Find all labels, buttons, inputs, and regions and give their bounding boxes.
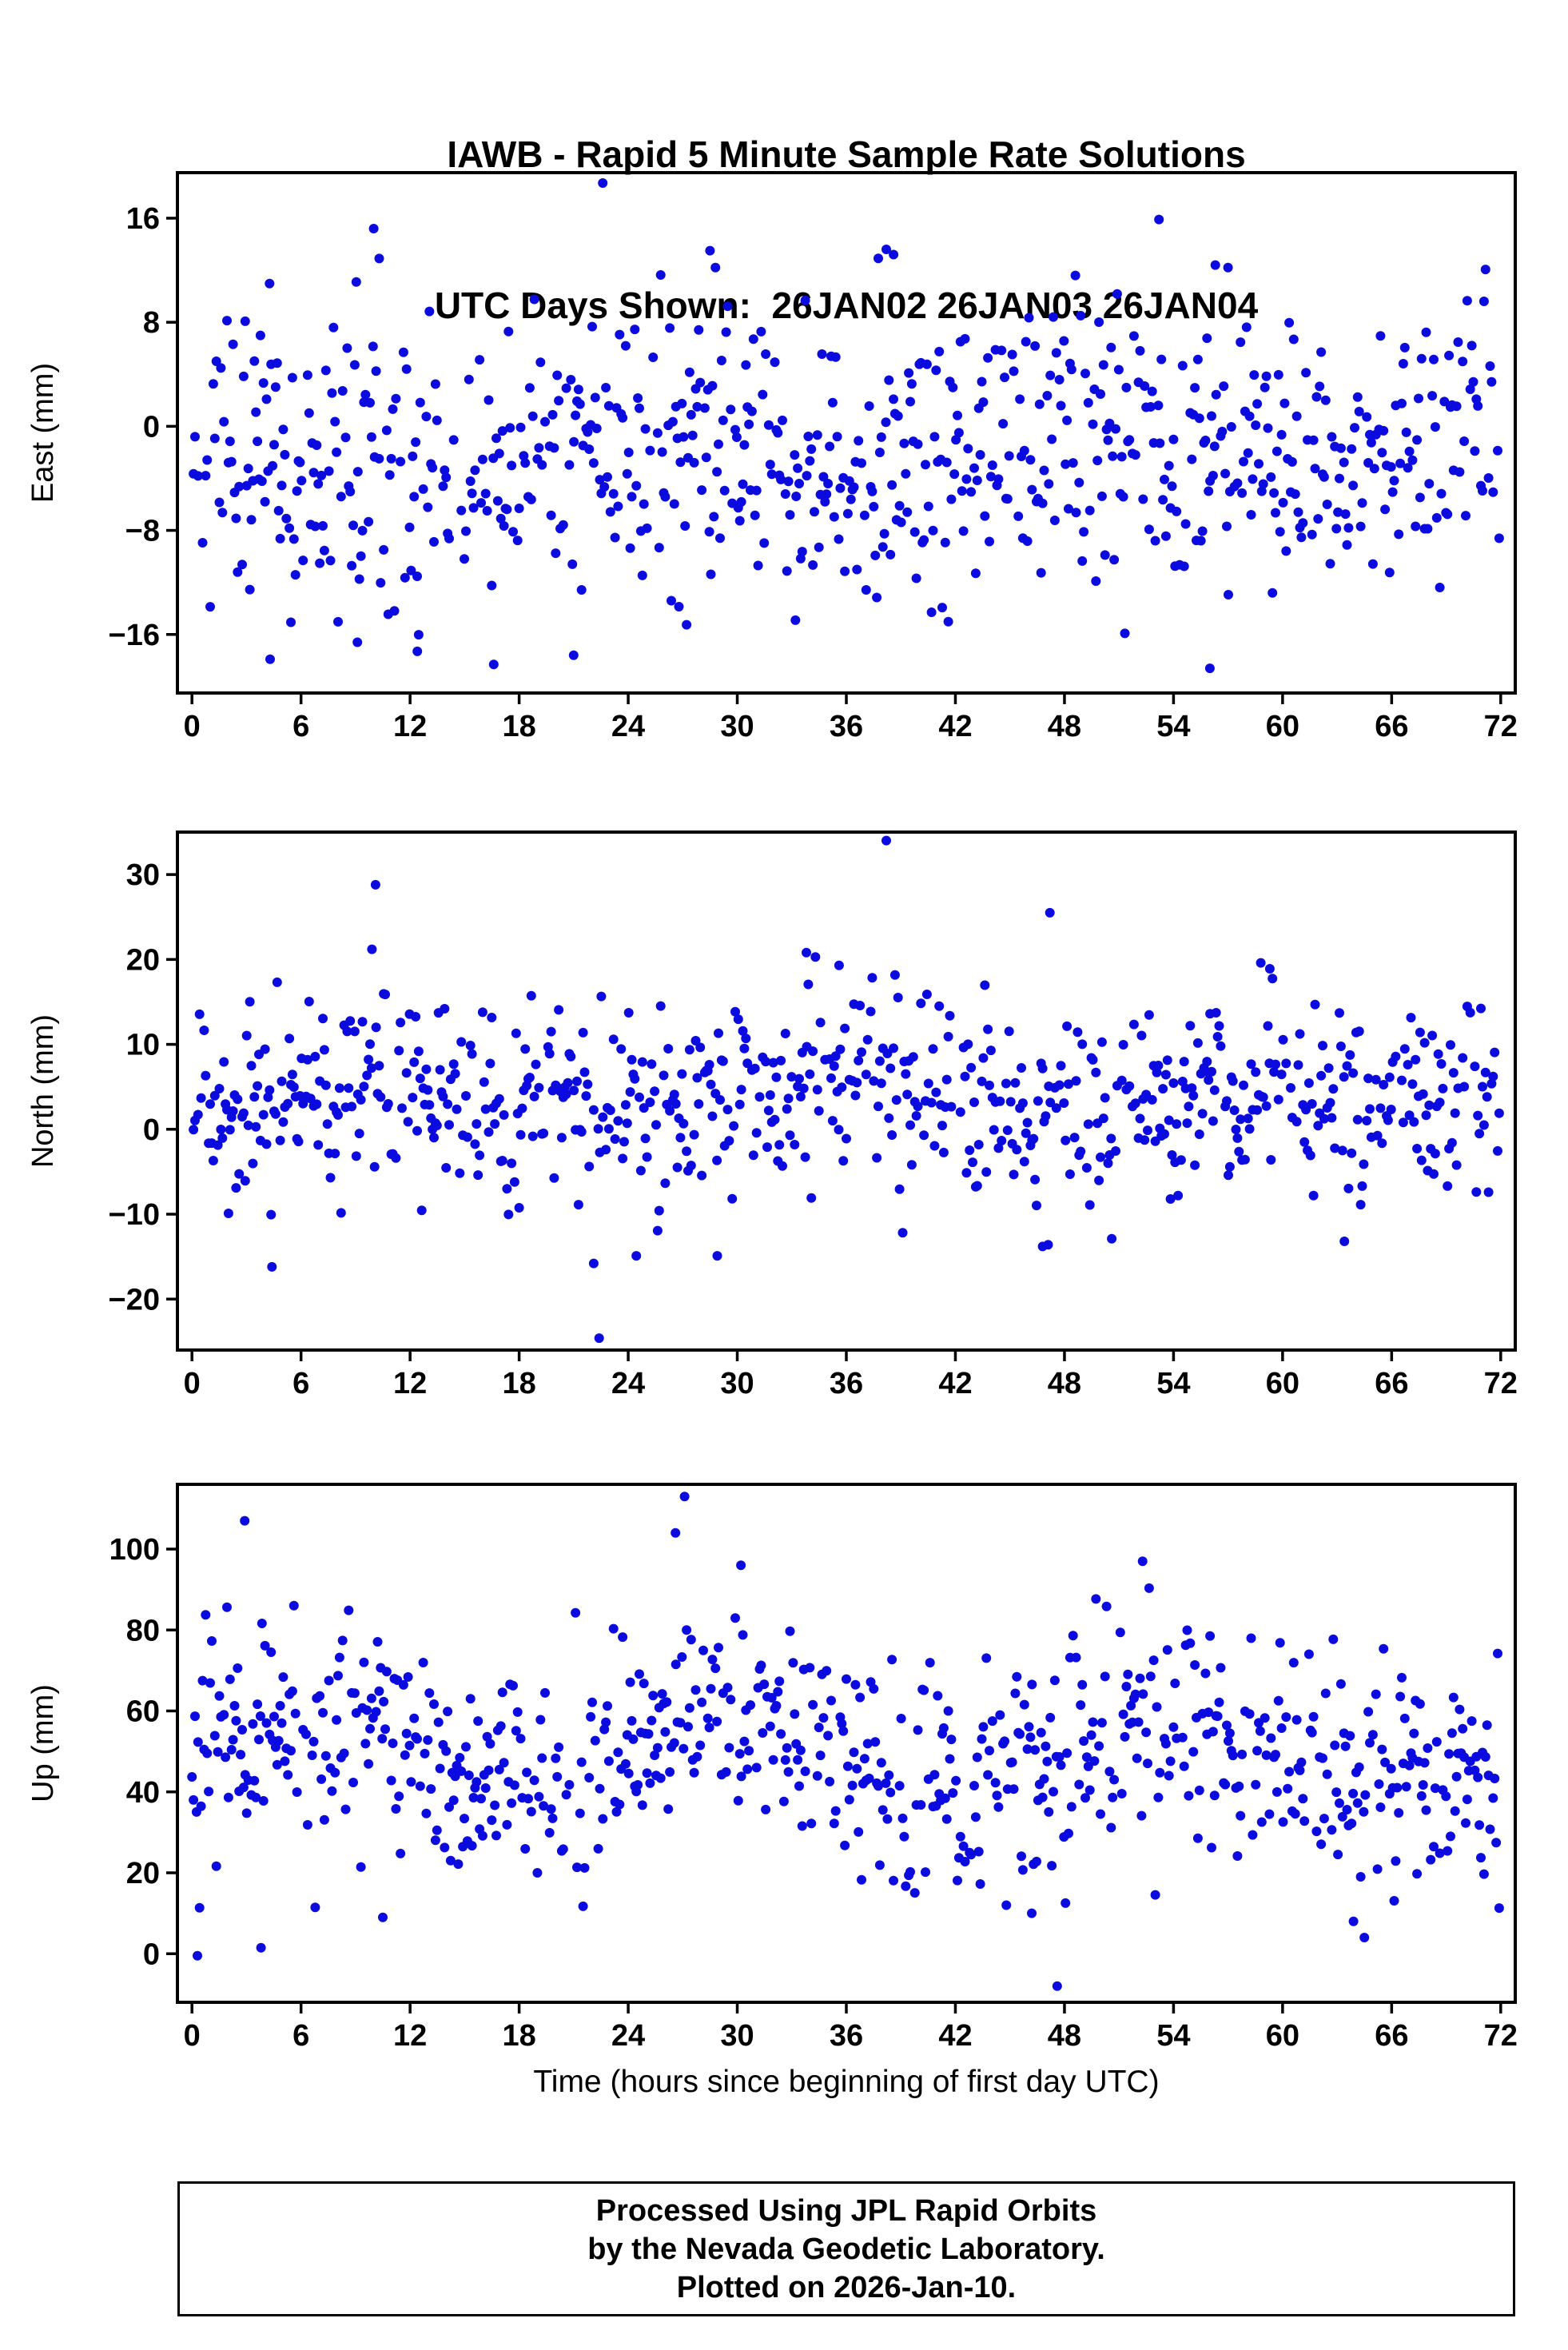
- y-tick-labels-east: −16 −8 0 8 16: [109, 202, 160, 652]
- x-ticks-north: [190, 1350, 1502, 1361]
- svg-text:72: 72: [1484, 1367, 1518, 1400]
- svg-text:20: 20: [126, 1857, 160, 1890]
- scatter-points-east: [189, 178, 1504, 674]
- x-tick-labels-north: 0 6 12 18 24 30 36 42 48 54 60 66 72: [184, 1367, 1518, 1400]
- y-tick-labels-north: −20 −10 0 10 20 30: [109, 858, 160, 1316]
- svg-text:0: 0: [184, 1367, 201, 1400]
- svg-text:6: 6: [293, 2019, 309, 2053]
- x-ticks-up: [190, 2002, 1502, 2013]
- x-tick-labels-up: 0 6 12 18 24 30 36 42 48 54 60 66 72: [184, 2019, 1518, 2053]
- svg-text:72: 72: [1484, 710, 1518, 743]
- svg-text:0: 0: [184, 2019, 201, 2053]
- y-tick-labels-up: 0 20 40 60 80 100: [109, 1533, 160, 1971]
- figure-title: IAWB - Rapid 5 Minute Sample Rate Soluti…: [447, 133, 1246, 175]
- svg-text:48: 48: [1048, 1367, 1081, 1400]
- svg-text:0: 0: [184, 710, 201, 743]
- y-axis-label-north: North (mm): [26, 1014, 60, 1168]
- svg-text:16: 16: [126, 202, 160, 236]
- x-ticks-east: [190, 693, 1502, 704]
- y-axis-label-east: East (mm): [26, 363, 60, 503]
- svg-text:60: 60: [1266, 2019, 1299, 2053]
- panel-north: −20 −10 0 10 20 30 0 6 12 18 24 30 36 42 48 54 60 66 72 Nor…: [26, 830, 1518, 1400]
- svg-text:8: 8: [143, 306, 160, 340]
- svg-text:60: 60: [1266, 1367, 1299, 1400]
- svg-text:18: 18: [502, 710, 535, 743]
- svg-text:40: 40: [126, 1776, 160, 1810]
- svg-text:36: 36: [830, 710, 863, 743]
- panel-up: 0 20 40 60 80 100 0 6 12 18 24 30 36 42 48 54 60 66 72 Up (…: [26, 1483, 1518, 2053]
- svg-text:24: 24: [611, 1367, 645, 1400]
- x-axis-title: Time (hours since beginning of first day…: [533, 2065, 1160, 2099]
- svg-text:30: 30: [720, 710, 754, 743]
- panel-east: −16 −8 0 8 16 0 6 12 18 24 30 36 42 48 54 60 66 72 East (m…: [26, 171, 1518, 743]
- svg-text:24: 24: [611, 710, 645, 743]
- svg-text:80: 80: [126, 1614, 160, 1647]
- svg-text:12: 12: [393, 2019, 427, 2053]
- y-ticks-east: [166, 217, 177, 636]
- svg-text:20: 20: [126, 943, 160, 977]
- svg-text:72: 72: [1484, 2019, 1518, 2053]
- svg-text:0: 0: [143, 410, 160, 444]
- footer-line-3: Plotted on 2026-Jan-10.: [676, 2270, 1017, 2304]
- svg-text:60: 60: [1266, 710, 1299, 743]
- svg-text:12: 12: [393, 1367, 427, 1400]
- svg-text:30: 30: [720, 1367, 754, 1400]
- svg-text:12: 12: [393, 710, 427, 743]
- x-tick-labels-east: 0 6 12 18 24 30 36 42 48 54 60 66 72: [184, 710, 1518, 743]
- y-ticks-north: [166, 873, 177, 1301]
- svg-text:100: 100: [109, 1533, 160, 1567]
- svg-text:36: 36: [830, 1367, 863, 1400]
- svg-text:42: 42: [938, 2019, 972, 2053]
- svg-text:−10: −10: [109, 1198, 160, 1232]
- svg-text:42: 42: [938, 1367, 972, 1400]
- svg-text:60: 60: [126, 1695, 160, 1729]
- svg-text:24: 24: [611, 2019, 645, 2053]
- svg-text:0: 0: [143, 1113, 160, 1147]
- svg-text:−8: −8: [125, 515, 160, 548]
- svg-text:0: 0: [143, 1938, 160, 1971]
- svg-text:54: 54: [1156, 2019, 1190, 2053]
- figure-title-block: IAWB - Rapid 5 Minute Sample Rate Soluti…: [177, 29, 1515, 432]
- footer-line-1: Processed Using JPL Rapid Orbits: [595, 2193, 1097, 2228]
- y-ticks-up: [166, 1547, 177, 1955]
- svg-text:6: 6: [293, 710, 309, 743]
- svg-text:54: 54: [1156, 710, 1190, 743]
- svg-text:36: 36: [830, 2019, 863, 2053]
- svg-text:48: 48: [1048, 710, 1081, 743]
- scatter-points-up: [187, 1492, 1504, 1991]
- figure-subtitle: UTC Days Shown: 26JAN02 26JAN03 26JAN04: [434, 285, 1259, 326]
- svg-text:30: 30: [126, 858, 160, 892]
- scatter-points-north: [189, 835, 1504, 1344]
- svg-text:48: 48: [1048, 2019, 1081, 2053]
- svg-text:−16: −16: [109, 619, 160, 652]
- svg-text:6: 6: [293, 1367, 309, 1400]
- svg-text:42: 42: [938, 710, 972, 743]
- plot-frame-up: [176, 1483, 1517, 2004]
- plot-frame-east: [176, 171, 1517, 695]
- svg-text:10: 10: [126, 1029, 160, 1062]
- svg-text:−20: −20: [109, 1283, 160, 1316]
- svg-text:66: 66: [1375, 2019, 1408, 2053]
- footer-box: Processed Using JPL Rapid Orbits by the …: [177, 2181, 1515, 2316]
- svg-text:18: 18: [502, 1367, 535, 1400]
- footer-line-2: by the Nevada Geodetic Laboratory.: [587, 2232, 1105, 2266]
- y-axis-label-up: Up (mm): [26, 1684, 60, 1802]
- svg-text:66: 66: [1375, 1367, 1408, 1400]
- svg-text:54: 54: [1156, 1367, 1190, 1400]
- svg-text:66: 66: [1375, 710, 1408, 743]
- svg-text:30: 30: [720, 2019, 754, 2053]
- svg-text:18: 18: [502, 2019, 535, 2053]
